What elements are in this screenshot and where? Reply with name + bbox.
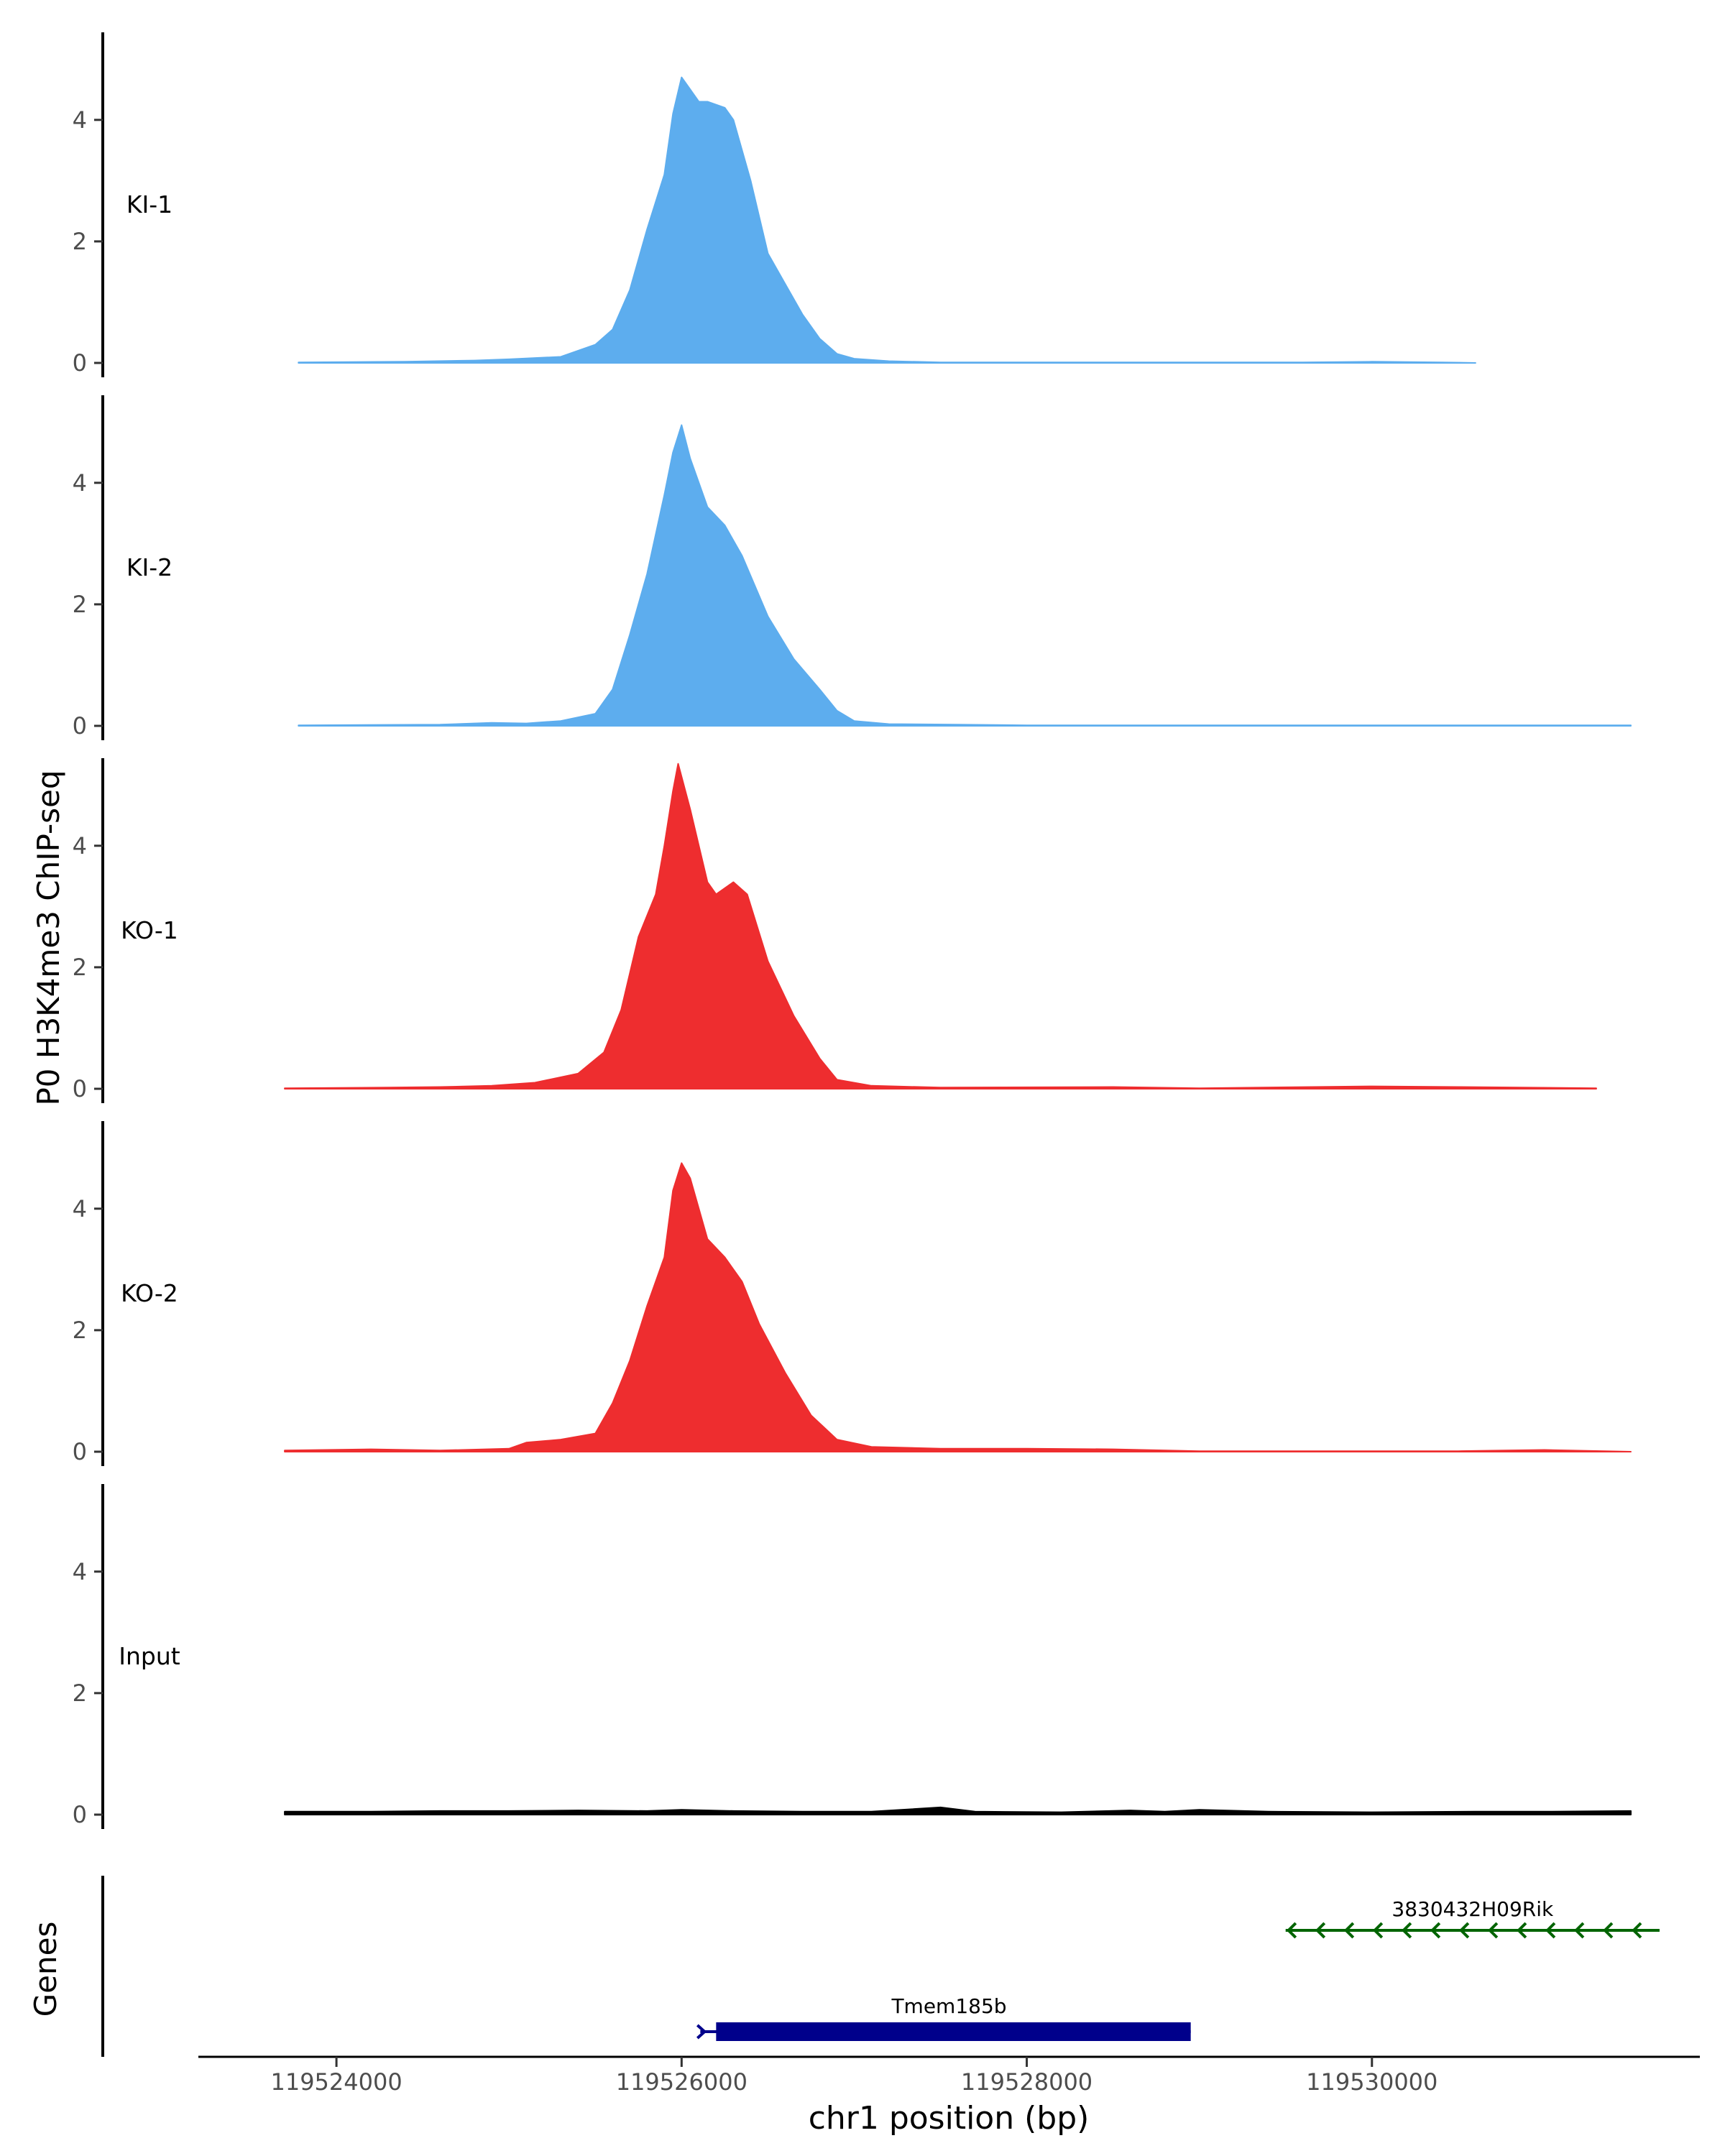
x-tick-label: 119524000	[270, 2068, 402, 2096]
y-tick-label: 2	[73, 1680, 87, 1707]
track-ki-1: 0 2 4 KI-1	[73, 32, 1476, 377]
y-axis-label: P0 H3K4me3 ChIP-seq	[31, 770, 66, 1105]
strand-arrow	[1430, 1922, 1441, 1939]
x-tick-label: 119530000	[1306, 2068, 1438, 2096]
y-tick-label: 0	[73, 1438, 87, 1465]
y-tick-label: 4	[73, 832, 87, 860]
signal-area-ko-1	[284, 763, 1597, 1089]
x-ticks: 119524000 119526000 119528000 119530000	[270, 2057, 1438, 2096]
track-input: 0 2 4 Input	[73, 1484, 1632, 1829]
genes-track: Tmem185b 3830432H09Rik	[101, 1876, 1660, 2057]
gene-label: 3830432H09Rik	[1392, 1897, 1554, 1921]
gene-exon-block	[716, 2022, 1191, 2041]
strand-arrow	[1286, 1922, 1297, 1939]
x-axis-label: chr1 position (bp)	[809, 2100, 1090, 2137]
y-tick-label: 2	[73, 954, 87, 981]
track-label: KI-1	[126, 190, 172, 218]
track-label: Input	[119, 1642, 180, 1670]
strand-arrow	[1603, 1922, 1614, 1939]
y-tick-label: 2	[73, 228, 87, 255]
x-tick-label: 119526000	[616, 2068, 748, 2096]
strand-arrow	[1343, 1922, 1355, 1939]
y-tick-label: 2	[73, 1317, 87, 1344]
strand-arrow	[1488, 1922, 1499, 1939]
gene-tmem185b: Tmem185b	[696, 1994, 1191, 2041]
track-ko-1: 0 2 4 KO-1	[73, 758, 1597, 1103]
track-label: KO-2	[121, 1279, 178, 1307]
y-tick-label: 2	[73, 591, 87, 618]
y-tick-label: 4	[73, 1195, 87, 1222]
x-tick-label: 119528000	[961, 2068, 1092, 2096]
signal-area-ki-2	[298, 424, 1632, 727]
x-axis: 119524000 119526000 119528000 119530000	[198, 2055, 1700, 2096]
y-tick-label: 0	[73, 349, 87, 377]
signal-area-ki-1	[298, 76, 1476, 364]
track-label: KO-1	[121, 916, 178, 944]
y-tick-label: 4	[73, 469, 87, 497]
signal-area-ko-2	[284, 1162, 1632, 1452]
strand-arrow	[1372, 1922, 1384, 1939]
signal-area-input	[284, 1806, 1632, 1815]
y-tick-label: 0	[73, 712, 87, 740]
track-ki-2: 0 2 4 KI-2	[73, 395, 1632, 740]
strand-arrow	[1459, 1922, 1470, 1939]
gene-label: Tmem185b	[891, 1994, 1006, 2018]
gene-3830432h09rik: 3830432H09Rik	[1285, 1897, 1660, 1939]
y-tick-label: 4	[73, 106, 87, 134]
strand-arrow	[1574, 1922, 1585, 1939]
strand-arrow	[1517, 1922, 1527, 1939]
strand-arrow	[696, 2024, 707, 2040]
y-tick-label: 0	[73, 1801, 87, 1828]
y-tick-label: 0	[73, 1075, 87, 1102]
track-ko-2: 0 2 4 KO-2	[73, 1121, 1632, 1466]
strand-arrow	[1315, 1922, 1326, 1939]
track-label: KI-2	[126, 553, 172, 581]
strand-arrow	[1632, 1922, 1642, 1939]
signal-tracks: 0 2 4 KI-1 0 2 4 KI-2 0 2 4 KO-1 0 2 4 KO-2 0 2 4 Input	[73, 32, 1632, 1829]
strand-arrow	[1401, 1922, 1412, 1939]
genes-items: Tmem185b 3830432H09Rik	[696, 1897, 1660, 2041]
strand-arrow	[1545, 1922, 1556, 1939]
genes-axis-label: Genes	[28, 1922, 63, 2017]
y-tick-label: 4	[73, 1558, 87, 1585]
